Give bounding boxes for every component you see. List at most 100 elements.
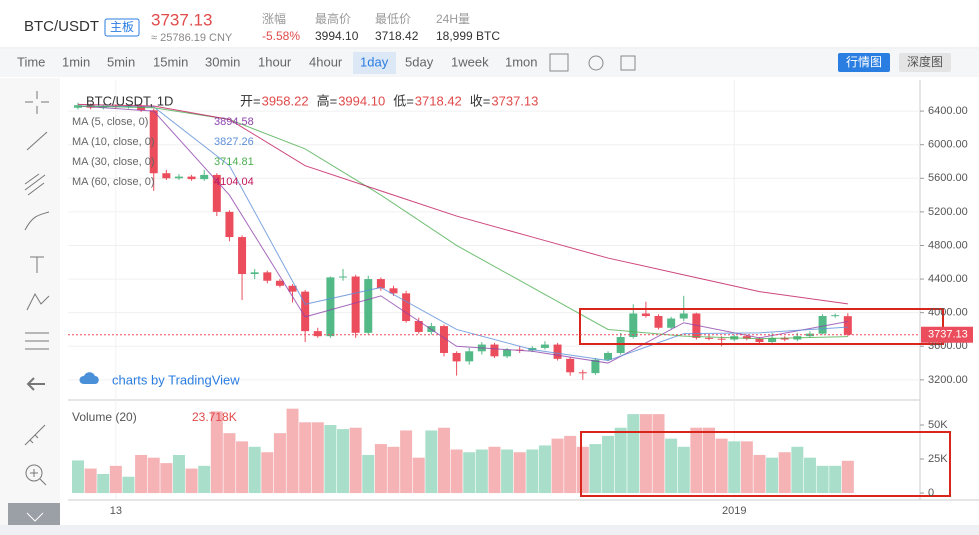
- icon[interactable]: [588, 55, 604, 71]
- candle-body: [452, 352, 461, 362]
- ma-legend: MA (30, close, 0): [72, 156, 155, 168]
- candle-body: [465, 351, 474, 362]
- candle-body: [780, 337, 789, 340]
- candle-body: [200, 174, 209, 180]
- stat-value: 18,999 BTC: [436, 29, 500, 43]
- volume-bar: [172, 454, 185, 494]
- candle-body: [275, 280, 284, 286]
- volume-bar: [753, 454, 766, 494]
- candle-body: [490, 344, 499, 357]
- icon[interactable]: [549, 53, 569, 72]
- interval[interactable]: 4hour: [309, 54, 343, 69]
- candle-body: [376, 279, 385, 289]
- y-tick-label: 4000.00: [928, 307, 968, 319]
- interval[interactable]: 5day: [405, 54, 434, 69]
- candle-body: [591, 359, 600, 374]
- candle-body: [313, 331, 322, 337]
- drawing-tools[interactable]: [24, 91, 50, 522]
- candle-body: [566, 358, 575, 373]
- y-tick-label: 3200.00: [928, 374, 968, 386]
- interval[interactable]: 30min: [205, 54, 240, 69]
- candle-body: [831, 315, 840, 317]
- y-tick-label: 6000.00: [928, 139, 968, 151]
- volume-tick-label: 25K: [928, 453, 948, 465]
- stat-label: 24H量: [436, 12, 470, 26]
- volume-bar: [766, 457, 779, 494]
- volume-bar: [589, 444, 602, 494]
- volume-bar: [437, 427, 450, 494]
- volume-bar: [690, 427, 703, 494]
- volume-bar: [551, 438, 564, 494]
- interval[interactable]: 1week: [451, 54, 489, 69]
- view-button[interactable]: [838, 53, 890, 72]
- volume-bar: [210, 411, 223, 494]
- y-tick-label: 3600.00: [928, 340, 968, 352]
- volume-tick-label: 0: [928, 487, 934, 499]
- candle-body: [705, 337, 713, 339]
- volume-bar: [135, 454, 148, 494]
- view-label[interactable]: 深度图: [907, 54, 943, 69]
- volume-bar: [147, 457, 160, 494]
- candle-body: [225, 211, 234, 238]
- scrollbar: [0, 525, 979, 535]
- candle-body: [389, 288, 398, 294]
- volume-bar: [791, 446, 804, 494]
- ma-line: [77, 105, 848, 340]
- volume-bar: [311, 422, 324, 494]
- volume-bar: [488, 446, 501, 494]
- volume-bar: [639, 414, 652, 494]
- candle-body: [339, 276, 348, 278]
- x-tick-label: 2019: [722, 505, 746, 517]
- interval[interactable]: 1day: [360, 54, 389, 69]
- volume-bar: [324, 425, 337, 494]
- board: 主板: [110, 20, 134, 34]
- stat-value: 3994.10: [315, 29, 359, 43]
- stat-value: -5.58%: [262, 29, 300, 43]
- annotation-box: [579, 308, 944, 345]
- volume-bar: [400, 430, 413, 494]
- volume-bar: [602, 435, 615, 494]
- volume-bar: [374, 444, 387, 494]
- candle-body: [250, 272, 259, 275]
- stat-label: 涨幅: [262, 11, 286, 26]
- sidebar: [0, 78, 60, 535]
- volume-bar: [84, 468, 97, 494]
- volume-legend-value: 23.718K: [192, 410, 237, 424]
- volume-bar: [677, 446, 690, 494]
- volume-bar: [349, 427, 362, 494]
- candle-body: [717, 338, 726, 340]
- ma-line: [77, 103, 848, 305]
- ohlc-label: 高=: [317, 93, 338, 108]
- interval[interactable]: 1hour: [258, 54, 292, 69]
- view-label[interactable]: 行情图: [846, 55, 882, 69]
- cny: ≈ 25786.19 CNY: [151, 32, 233, 44]
- y-tick-label: 5200.00: [928, 206, 968, 218]
- candle-body: [326, 277, 335, 337]
- interval[interactable]: 1min: [62, 54, 90, 69]
- interval[interactable]: 15min: [153, 54, 188, 69]
- volume-tick-label: 50K: [928, 419, 948, 431]
- view-button[interactable]: [899, 53, 951, 72]
- last-price-label: 3737.13: [928, 329, 968, 341]
- candle-body: [162, 173, 171, 179]
- candle-body: [503, 349, 512, 357]
- volume-bar: [412, 457, 425, 494]
- candle-body: [149, 110, 158, 174]
- volume-legend: Volume (20): [72, 410, 137, 424]
- volume-bar: [538, 445, 551, 494]
- candle-body: [629, 313, 638, 338]
- interval[interactable]: 1mon: [505, 54, 538, 69]
- icon[interactable]: [620, 55, 636, 71]
- interval[interactable]: Time: [17, 54, 45, 69]
- volume-bar: [728, 441, 741, 494]
- volume-bar: [703, 427, 715, 494]
- candle-body: [604, 352, 613, 360]
- volume-bar: [286, 408, 299, 494]
- interval[interactable]: 5min: [107, 54, 135, 69]
- ma-legend-value: 3827.26: [214, 136, 254, 148]
- volume-bar: [614, 427, 627, 494]
- y-tick-label: 4800.00: [928, 239, 968, 251]
- volume-bar: [337, 429, 350, 494]
- ohlc-value: 3994.10: [338, 93, 385, 108]
